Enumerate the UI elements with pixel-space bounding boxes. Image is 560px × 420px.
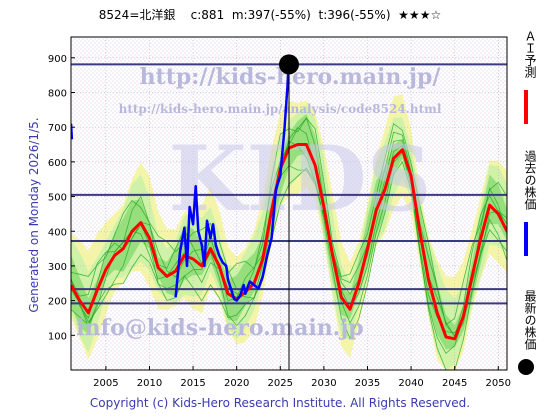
x-tick-label: 2030 bbox=[311, 378, 336, 389]
y-tick-label: 200 bbox=[48, 297, 67, 308]
m-forecast: m:397(-55%) bbox=[231, 8, 311, 22]
legend-label-latest: 最新の株価 bbox=[523, 290, 537, 350]
t-forecast: t:396(-55%) bbox=[318, 8, 391, 22]
green-band-outer bbox=[71, 104, 507, 370]
legend-swatch-ai bbox=[524, 90, 528, 124]
rating-stars: ★★★☆ bbox=[398, 8, 442, 22]
watermark-analysis-url: http://kids-hero.main.jp/analysis/code85… bbox=[119, 102, 442, 116]
current-price: c:881 bbox=[190, 8, 225, 22]
legend-label-ai: ＡＩ予測 bbox=[523, 30, 537, 78]
plot-frame bbox=[70, 36, 508, 371]
copyright: Copyright (c) Kids-Hero Research Institu… bbox=[89, 396, 471, 410]
x-tick-label: 2005 bbox=[93, 378, 118, 389]
watermarks: KIDShttp://kids-hero.main.jp/http://kids… bbox=[76, 64, 442, 341]
x-tick-label: 2015 bbox=[180, 378, 205, 389]
x-tick-label: 2010 bbox=[137, 378, 162, 389]
header: 8524=北洋銀 c:881 m:397(-55%) t:396(-55%) ★… bbox=[0, 6, 540, 23]
series bbox=[71, 54, 507, 370]
x-tick-label: 2040 bbox=[398, 378, 423, 389]
y-tick-label: 900 bbox=[48, 54, 67, 65]
watermark-big: KIDS bbox=[168, 126, 431, 232]
past-price-line bbox=[174, 64, 291, 302]
y-tick-label: 500 bbox=[48, 193, 67, 204]
legend-dot-latest bbox=[518, 359, 534, 375]
watermark-email: info@kids-hero.main.jp bbox=[76, 315, 363, 341]
generated-date: Generated on Monday 2026/1/5. bbox=[27, 117, 41, 313]
y-tick-label: 700 bbox=[48, 123, 67, 134]
legend-swatch-past bbox=[524, 222, 528, 256]
x-tick-label: 2025 bbox=[268, 378, 293, 389]
x-tick-label: 2050 bbox=[486, 378, 511, 389]
axes: 100 200 300 400 500 600 700 800 900 2005 2010 2015 2… bbox=[48, 54, 511, 389]
y-tick-label: 100 bbox=[48, 331, 67, 342]
stock-code-name: 8524=北洋銀 bbox=[98, 8, 176, 22]
y-tick-label: 600 bbox=[48, 158, 67, 169]
y-tick-label: 300 bbox=[48, 262, 67, 273]
latest-price-dot bbox=[279, 54, 299, 75]
x-tick-label: 2035 bbox=[355, 378, 380, 389]
x-tick-label: 2045 bbox=[442, 378, 467, 389]
y-tick-label: 400 bbox=[48, 227, 67, 238]
legend-label-past: 過去の株価 bbox=[523, 150, 537, 210]
x-tick-label: 2020 bbox=[224, 378, 249, 389]
y-tick-label: 800 bbox=[48, 89, 67, 100]
